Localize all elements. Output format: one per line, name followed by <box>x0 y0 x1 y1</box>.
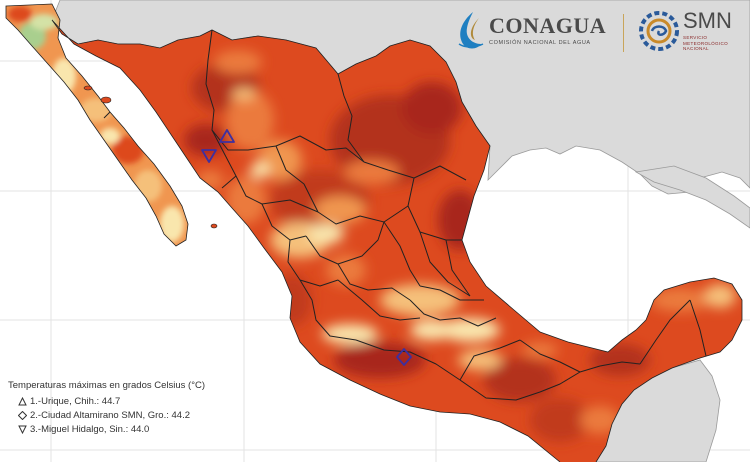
legend-item-label: 1.-Urique, Chih.: 44.7 <box>30 396 121 407</box>
smn-logo: SMN SERVICIO METEOROLÓGICO NACIONAL <box>638 10 732 52</box>
triangle-up-icon <box>18 397 27 406</box>
islands <box>83 85 218 229</box>
conagua-logo: CONAGUA COMISIÓN NACIONAL DEL AGUA <box>455 10 606 50</box>
legend-item-label: 2.-Ciudad Altamirano SMN, Gro.: 44.2 <box>30 410 190 421</box>
legend-item-urique: 1.-Urique, Chih.: 44.7 <box>18 396 205 407</box>
legend-item-ciudad-altamirano: 2.-Ciudad Altamirano SMN, Gro.: 44.2 <box>18 410 205 421</box>
smn-subtitle-line-2: METEOROLÓGICO <box>683 40 728 46</box>
station-markers <box>201 129 412 366</box>
legend-title: Temperaturas máximas en grados Celsius (… <box>8 380 206 391</box>
urique-marker <box>219 129 235 143</box>
logo-divider <box>623 14 624 52</box>
isla-angel-de-la-guarda <box>83 85 93 91</box>
conagua-emblem <box>458 12 484 49</box>
cuba-land <box>634 165 750 229</box>
coastlines <box>5 3 743 462</box>
isla-tiburon <box>100 96 112 104</box>
smn-subtitle-line-3: NACIONAL <box>683 46 709 52</box>
smn-subtitle: SERVICIO METEOROLÓGICO NACIONAL <box>683 35 732 52</box>
conagua-name: CONAGUA <box>489 12 607 38</box>
legend-item-miguel-hidalgo: 3.-Miguel Hidalgo, Sin.: 44.0 <box>18 424 205 435</box>
conagua-subtitle: COMISIÓN NACIONAL DEL AGUA <box>489 39 591 46</box>
legend: Temperaturas máximas en grados Celsius (… <box>8 380 205 438</box>
smn-subtitle-line-1: SERVICIO <box>683 35 708 41</box>
smn-emblem <box>639 11 679 51</box>
triangle-down-icon <box>18 425 27 434</box>
miguel-hidalgo-marker <box>201 149 217 163</box>
diamond-icon <box>18 411 27 420</box>
smn-name: SMN <box>683 8 732 34</box>
ciudad-altamirano-marker <box>396 348 412 366</box>
legend-item-label: 3.-Miguel Hidalgo, Sin.: 44.0 <box>30 424 150 435</box>
conagua-text: CONAGUA COMISIÓN NACIONAL DEL AGUA <box>489 12 607 46</box>
smn-text: SMN SERVICIO METEOROLÓGICO NACIONAL <box>683 10 732 52</box>
islas-tres-marias <box>210 223 218 229</box>
state-borders <box>103 29 707 401</box>
